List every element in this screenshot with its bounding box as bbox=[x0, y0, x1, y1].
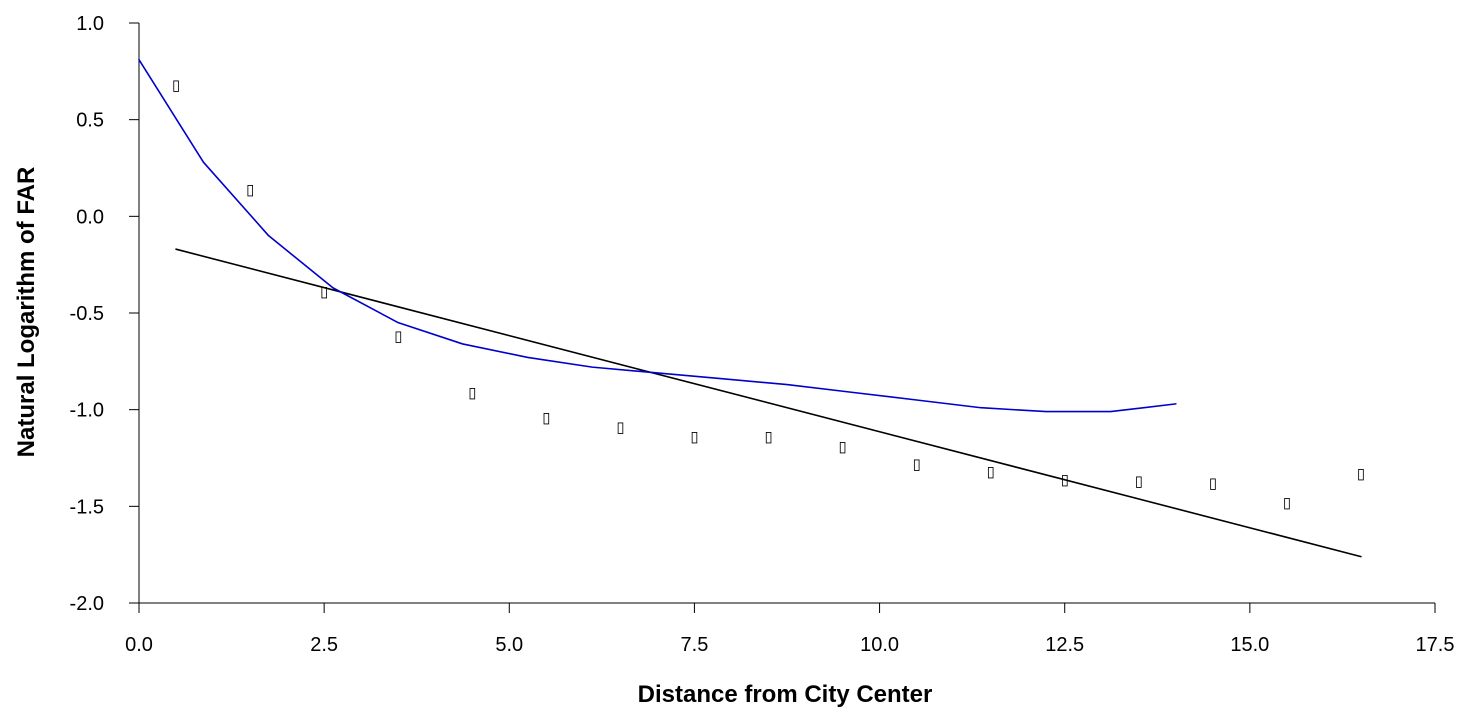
y-tick-label: 1.0 bbox=[76, 13, 104, 35]
scatter-point: ▯ bbox=[912, 455, 920, 473]
x-tick-label: 0.0 bbox=[125, 634, 153, 656]
y-tick-label: 0.5 bbox=[76, 110, 104, 132]
x-axis-title: Distance from City Center bbox=[638, 681, 933, 708]
scatter-point: ▯ bbox=[987, 463, 995, 481]
y-tick-label: -0.5 bbox=[70, 303, 104, 325]
black-trend-line bbox=[175, 248, 1362, 558]
scatter-point: ▯ bbox=[838, 437, 846, 455]
y-axis: 1.0 0.5 0.0 -0.5 -1.0 -1.5 -2.0 bbox=[70, 13, 139, 615]
y-axis-title: Natural Logarithm of FAR bbox=[13, 167, 40, 458]
scatter-point: ▯ bbox=[1135, 472, 1143, 490]
y-tick-label: 0.0 bbox=[76, 206, 104, 228]
scatter-point: ▯ bbox=[542, 408, 550, 426]
scatter-point: ▯ bbox=[1357, 464, 1365, 482]
scatter-point: ▯ bbox=[616, 418, 624, 436]
x-tick-label: 17.5 bbox=[1416, 634, 1455, 656]
x-axis: 0.0 2.5 5.0 7.5 10.0 12.5 15.0 17.5 bbox=[125, 603, 1454, 656]
y-tick-label: -2.0 bbox=[70, 593, 104, 615]
scatter-point: ▯ bbox=[320, 283, 328, 301]
x-tick-label: 12.5 bbox=[1045, 634, 1084, 656]
scatter-point: ▯ bbox=[172, 76, 180, 94]
y-tick-label: -1.5 bbox=[70, 496, 104, 518]
scatter-point: ▯ bbox=[1283, 493, 1291, 511]
series-layer: ▯▯▯▯▯▯▯▯ ▯▯▯ ▯ ▯ ▯ ▯▯▯ bbox=[138, 58, 1365, 558]
x-tick-label: 2.5 bbox=[310, 634, 338, 656]
x-tick-label: 7.5 bbox=[681, 634, 709, 656]
blue-curve-series bbox=[138, 58, 1177, 413]
scatter-point: ▯ bbox=[394, 327, 402, 345]
scatter-point: ▯ bbox=[764, 428, 772, 446]
x-tick-label: 15.0 bbox=[1230, 634, 1269, 656]
y-tick-label: -1.0 bbox=[70, 400, 104, 422]
scatter-point: ▯ bbox=[690, 428, 698, 446]
scatter-point: ▯ bbox=[1209, 474, 1217, 492]
plot-frame bbox=[138, 23, 1435, 604]
x-tick-label: 10.0 bbox=[860, 634, 899, 656]
x-tick-label: 5.0 bbox=[495, 634, 523, 656]
scatter-point: ▯ bbox=[246, 180, 254, 198]
scatter-point: ▯ bbox=[468, 383, 476, 401]
